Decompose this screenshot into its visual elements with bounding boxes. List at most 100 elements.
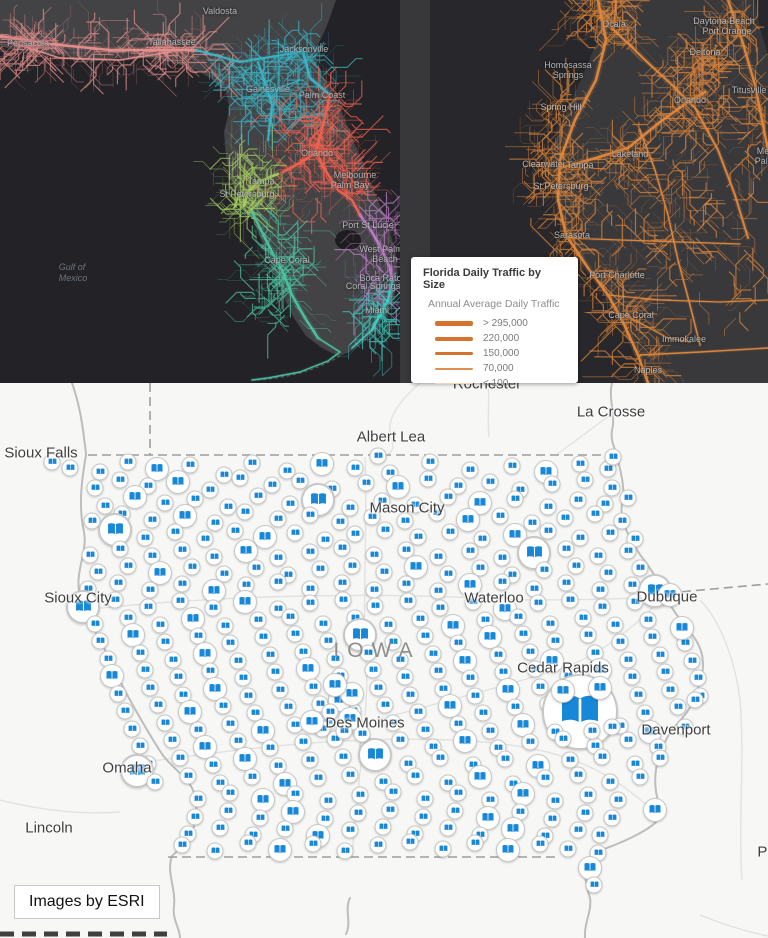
library-marker[interactable] (493, 573, 511, 591)
library-marker[interactable] (569, 491, 587, 509)
library-marker[interactable] (366, 597, 384, 615)
library-marker[interactable] (193, 735, 217, 759)
library-marker[interactable] (214, 697, 232, 715)
library-marker[interactable] (429, 662, 447, 680)
library-marker[interactable] (109, 574, 127, 592)
library-marker[interactable] (294, 643, 312, 661)
library-marker[interactable] (506, 698, 524, 716)
library-marker[interactable] (456, 508, 480, 532)
library-marker[interactable] (441, 614, 465, 638)
library-marker[interactable] (531, 835, 549, 853)
library-marker[interactable] (91, 632, 109, 650)
library-marker[interactable] (421, 453, 439, 471)
library-marker[interactable] (466, 687, 484, 705)
library-marker[interactable] (557, 540, 575, 558)
library-marker[interactable] (365, 546, 383, 564)
library-marker[interactable] (146, 773, 164, 791)
library-marker[interactable] (438, 694, 462, 718)
library-marker[interactable] (341, 499, 359, 517)
library-marker[interactable] (416, 627, 434, 645)
library-marker[interactable] (229, 652, 247, 670)
library-marker[interactable] (111, 471, 129, 489)
library-marker[interactable] (556, 509, 574, 527)
library-marker[interactable] (461, 669, 479, 687)
library-marker[interactable] (169, 668, 187, 686)
library-marker[interactable] (468, 765, 492, 789)
library-marker[interactable] (406, 767, 424, 785)
library-marker[interactable] (473, 530, 491, 548)
library-marker[interactable] (237, 576, 255, 594)
library-marker[interactable] (397, 541, 415, 559)
library-marker[interactable] (271, 681, 289, 699)
library-marker[interactable] (384, 633, 402, 651)
library-marker[interactable] (569, 821, 587, 839)
library-marker[interactable] (286, 524, 304, 542)
library-marker[interactable] (163, 731, 181, 749)
library-marker[interactable] (215, 466, 233, 484)
library-marker[interactable] (123, 720, 141, 738)
library-marker[interactable] (496, 678, 520, 702)
library-marker[interactable] (416, 790, 434, 808)
library-marker[interactable] (424, 645, 442, 663)
library-marker[interactable] (540, 649, 564, 673)
library-marker[interactable] (111, 540, 129, 558)
library-marker[interactable] (341, 766, 359, 784)
library-marker[interactable] (291, 472, 309, 490)
library-marker[interactable] (121, 623, 145, 647)
library-marker[interactable] (89, 563, 107, 581)
library-marker[interactable] (304, 835, 322, 853)
library-marker[interactable] (453, 649, 477, 673)
library-marker[interactable] (539, 498, 557, 516)
library-marker[interactable] (619, 542, 637, 560)
library-marker[interactable] (286, 625, 304, 643)
library-marker[interactable] (561, 751, 579, 769)
library-marker[interactable] (546, 632, 564, 650)
library-marker[interactable] (148, 561, 172, 585)
library-marker[interactable] (174, 686, 192, 704)
library-marker[interactable] (116, 702, 134, 720)
library-marker[interactable] (376, 696, 394, 714)
library-marker[interactable] (300, 710, 324, 734)
library-marker[interactable] (91, 463, 109, 481)
library-marker[interactable] (574, 609, 592, 627)
library-marker[interactable] (106, 591, 124, 609)
library-marker[interactable] (396, 512, 414, 530)
library-marker[interactable] (247, 559, 265, 577)
library-marker[interactable] (491, 507, 509, 525)
library-marker[interactable] (409, 703, 427, 721)
library-marker[interactable] (576, 804, 594, 822)
library-marker[interactable] (269, 573, 287, 591)
iowa-libraries-map[interactable]: Rochester La Crosse Albert Lea Sioux Falls M… (0, 383, 768, 938)
library-marker[interactable] (476, 806, 500, 830)
library-marker[interactable] (609, 791, 627, 809)
library-marker[interactable] (509, 608, 527, 626)
library-marker[interactable] (478, 625, 502, 649)
library-marker[interactable] (145, 457, 169, 481)
library-marker[interactable] (536, 769, 554, 787)
library-marker[interactable] (343, 618, 377, 652)
library-marker[interactable] (243, 768, 261, 786)
library-marker[interactable] (206, 842, 224, 860)
library-marker[interactable] (611, 633, 629, 651)
library-marker[interactable] (301, 594, 319, 612)
library-marker[interactable] (211, 819, 229, 837)
library-marker[interactable] (561, 591, 579, 609)
library-marker[interactable] (149, 696, 167, 714)
library-marker[interactable] (269, 549, 287, 567)
library-marker[interactable] (301, 751, 319, 769)
library-marker[interactable] (278, 462, 296, 480)
library-marker[interactable] (81, 546, 99, 564)
library-marker[interactable] (166, 523, 184, 541)
library-marker[interactable] (406, 496, 424, 514)
library-marker[interactable] (346, 459, 364, 477)
library-marker[interactable] (346, 525, 364, 543)
library-marker[interactable] (136, 661, 154, 679)
library-marker[interactable] (591, 826, 609, 844)
library-marker[interactable] (173, 504, 197, 528)
library-marker[interactable] (166, 470, 190, 494)
library-marker[interactable] (546, 792, 564, 810)
library-marker[interactable] (43, 453, 61, 471)
library-marker[interactable] (481, 722, 499, 740)
library-marker[interactable] (619, 651, 637, 669)
library-marker[interactable] (569, 766, 587, 784)
